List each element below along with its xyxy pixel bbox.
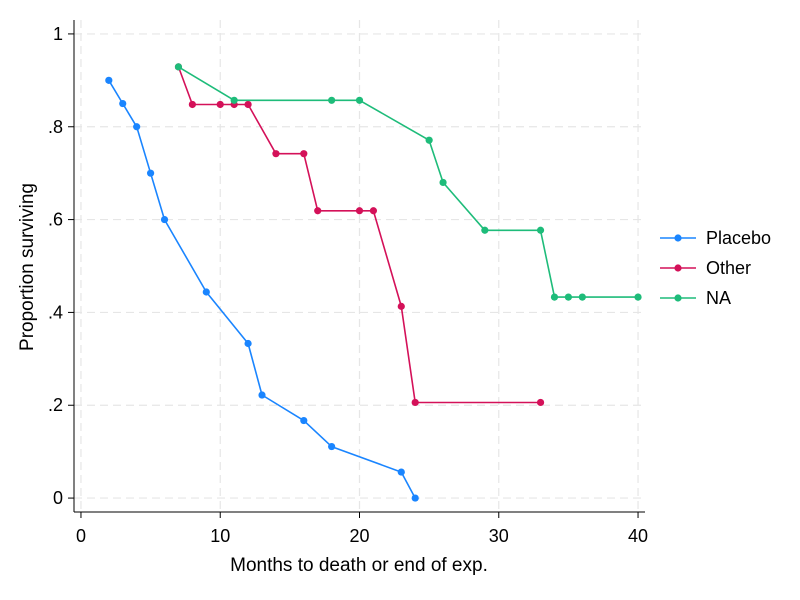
series-na: [174, 63, 642, 301]
x-tick-label: 20: [349, 526, 369, 546]
x-tick-label: 40: [628, 526, 648, 546]
y-tick-label: .8: [48, 117, 63, 137]
series-placebo: [105, 76, 419, 502]
x-tick-label: 10: [210, 526, 230, 546]
legend-label: Placebo: [706, 228, 771, 248]
data-point: [300, 416, 308, 425]
data-point: [300, 150, 308, 158]
data-point: [314, 207, 322, 215]
legend-label: Other: [706, 258, 751, 278]
legend-marker: [674, 234, 682, 242]
data-point: [397, 302, 405, 310]
x-tick-label: 0: [76, 526, 86, 546]
legend-marker: [674, 264, 682, 272]
y-tick-label: .6: [48, 210, 63, 230]
legend-item: Placebo: [660, 228, 771, 248]
data-point: [355, 96, 364, 104]
legend-item: Other: [660, 258, 751, 278]
legend: Placebo Other NA: [660, 228, 771, 308]
data-point: [244, 339, 252, 348]
data-point: [578, 293, 586, 301]
data-point: [258, 391, 266, 399]
x-axis-label: Months to death or end of exp.: [230, 555, 488, 576]
data-point: [397, 468, 405, 476]
series-layer: [105, 63, 642, 502]
legend-marker: [674, 294, 682, 302]
data-point: [425, 136, 433, 144]
data-point: [202, 288, 210, 296]
legend-label: NA: [706, 288, 731, 308]
data-point: [369, 207, 378, 215]
axis-ticks: 0 10 20 30 40 0 .2 .4 .6 .8 1: [48, 24, 648, 546]
data-point: [536, 398, 545, 407]
data-point: [481, 226, 489, 234]
series-line: [108, 79, 416, 499]
data-point: [634, 293, 642, 301]
data-point: [230, 96, 238, 104]
y-tick-label: .2: [48, 395, 63, 415]
data-point: [244, 100, 252, 109]
y-tick-label: 1: [53, 24, 63, 44]
data-point: [105, 76, 113, 84]
x-tick-label: 30: [489, 526, 509, 546]
data-point: [160, 215, 169, 224]
data-point: [536, 226, 545, 234]
legend-item: NA: [660, 288, 731, 308]
data-point: [328, 442, 336, 451]
data-point: [439, 178, 447, 187]
data-point: [174, 63, 183, 71]
data-point: [133, 123, 141, 131]
data-point: [328, 96, 336, 104]
y-tick-label: 0: [53, 488, 63, 508]
data-point: [216, 100, 224, 109]
data-point: [411, 398, 419, 407]
data-point: [411, 494, 419, 502]
data-point: [119, 99, 127, 108]
y-tick-label: .4: [48, 302, 63, 322]
data-point: [272, 150, 280, 158]
data-point: [550, 293, 559, 301]
data-point: [146, 169, 155, 177]
data-point: [188, 100, 196, 109]
data-point: [564, 293, 573, 301]
grid-lines: [74, 20, 645, 512]
data-point: [355, 207, 364, 215]
y-axis-label: Proportion surviving: [17, 183, 38, 351]
